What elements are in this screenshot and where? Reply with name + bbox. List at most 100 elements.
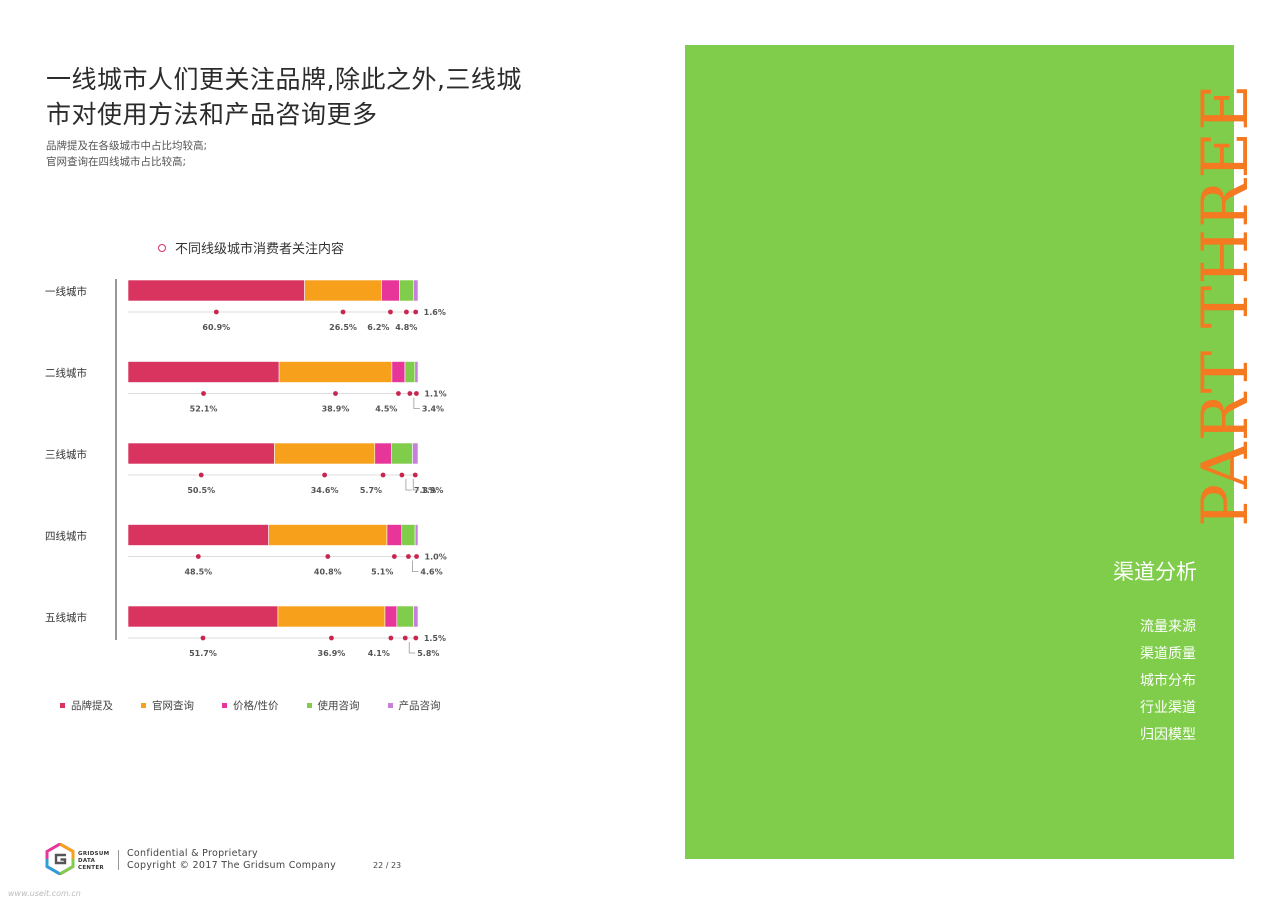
menu-item-industry-channel[interactable]: 行业渠道 <box>1140 700 1196 716</box>
gridsum-logo-icon <box>45 843 75 875</box>
section-title: 渠道分析 <box>1113 560 1197 584</box>
page-number: 22 / 23 <box>373 861 402 870</box>
watermark: www.useit.com.cn <box>8 889 81 898</box>
bar-segment-usage <box>401 524 416 546</box>
bar-segment-product <box>413 605 419 628</box>
value-marker-official <box>325 554 331 559</box>
bar-segment-official <box>304 279 382 302</box>
footer-divider <box>118 850 119 870</box>
legend-swatch-product <box>387 703 393 708</box>
data-label-product: 1.5% <box>424 634 446 643</box>
value-marker-price <box>380 472 386 478</box>
bar-segment-product <box>414 524 419 546</box>
footer-text: Confidential & Proprietary Copyright © 2… <box>127 848 336 872</box>
data-label-price: 4.1% <box>368 649 390 658</box>
value-marker-brand <box>198 472 204 478</box>
data-label-brand: 48.5% <box>184 568 212 577</box>
label-leader-line <box>413 397 420 409</box>
page-title: 一线城市人们更关注品牌,除此之外,三线城 市对使用方法和产品咨询更多 <box>46 62 546 132</box>
logo-wordmark: GRIDSUM DATA CENTER <box>78 851 109 872</box>
data-label-product: 1.9% <box>421 486 443 495</box>
bar-segment-price <box>386 524 403 546</box>
category-label: 二线城市 <box>45 367 87 380</box>
data-label-official: 26.5% <box>329 323 357 332</box>
category-label: 四线城市 <box>45 530 87 543</box>
value-marker-price <box>388 635 394 641</box>
bar-segment-price <box>381 279 400 302</box>
value-marker-official <box>329 635 334 641</box>
legend-swatch-usage <box>306 703 312 708</box>
data-label-usage: 7.3% <box>414 486 436 495</box>
data-label-product: 1.0% <box>425 553 447 562</box>
bar-segment-product <box>414 361 419 383</box>
value-marker-product <box>414 391 419 396</box>
value-marker-price <box>391 554 397 559</box>
legend-item-product: 产品咨询 <box>387 698 441 713</box>
label-leader-line <box>412 479 420 491</box>
data-label-official: 36.9% <box>318 649 346 658</box>
menu-item-attribution-model[interactable]: 归因模型 <box>1140 727 1196 743</box>
data-label-official: 40.8% <box>314 568 342 577</box>
copyright-text: Copyright © 2017 The Gridsum Company <box>127 860 337 871</box>
value-marker-usage <box>404 309 409 315</box>
circle-bullet-icon <box>158 243 166 252</box>
section-menu: 流量来源 渠道质量 城市分布 行业渠道 归因模型 <box>1140 614 1196 749</box>
value-marker-official <box>322 472 328 478</box>
part-three-vertical-text: PART THREE <box>1189 83 1263 527</box>
category-label: 三线城市 <box>45 448 87 461</box>
page-title-line-2: 市对使用方法和产品咨询更多 <box>46 100 378 129</box>
bar-segment-official <box>274 442 376 465</box>
value-marker-usage <box>406 554 411 559</box>
label-leader-line <box>412 560 419 572</box>
data-label-brand: 51.7% <box>189 649 217 658</box>
bar-segment-official <box>278 361 393 383</box>
legend-item-brand: 品牌提及 <box>60 698 113 713</box>
legend-label-official: 官网查询 <box>152 700 194 712</box>
logo-line-2: DATA <box>78 858 96 864</box>
data-label-brand: 60.9% <box>202 323 230 332</box>
value-marker-usage <box>399 472 405 478</box>
legend-item-official: 官网查询 <box>141 698 194 713</box>
data-label-product: 1.1% <box>424 390 446 399</box>
label-leader-line <box>405 479 412 491</box>
value-marker-price <box>396 391 401 396</box>
logo-line-3: CENTER <box>78 865 104 871</box>
data-label-price: 4.5% <box>375 405 397 414</box>
label-leader-line <box>408 642 416 654</box>
chart-title: 不同线级城市消费者关注内容 <box>158 238 344 257</box>
bar-segment-product <box>412 442 419 465</box>
confidential-text: Confidential & Proprietary <box>127 848 258 859</box>
value-marker-product <box>413 309 419 315</box>
legend-label-usage: 使用咨询 <box>317 700 360 712</box>
bar-segment-price <box>391 361 406 383</box>
legend-label-price: 价格/性价 <box>233 700 279 712</box>
legend-item-usage: 使用咨询 <box>306 698 360 713</box>
bar-segment-price <box>374 442 392 465</box>
menu-item-channel-quality[interactable]: 渠道质量 <box>1140 646 1196 662</box>
page-subtitle: 品牌提及在各级城市中占比均较高; 官网查询在四线城市占比较高; <box>46 138 207 170</box>
menu-item-city-distribution[interactable]: 城市分布 <box>1140 673 1196 689</box>
section-panel <box>685 45 1234 859</box>
bar-segment-brand <box>127 524 269 546</box>
data-label-price: 6.2% <box>367 323 389 332</box>
stacked-bar-chart: 一线城市 60.9% 26.5% 6.2% 4.8% 1.6% 二线城市 52.1% 38.9%… <box>45 279 447 658</box>
data-label-official: 38.9% <box>322 405 350 414</box>
bar-segment-brand <box>127 361 280 383</box>
bar-segment-usage <box>399 279 414 302</box>
data-label-price: 5.7% <box>360 486 382 495</box>
legend-item-price: 价格/性价 <box>222 698 279 713</box>
data-label-product: 1.6% <box>424 308 446 317</box>
legend-label-brand: 品牌提及 <box>71 700 113 712</box>
chart-title-text: 不同线级城市消费者关注内容 <box>175 242 345 257</box>
bar-segment-usage <box>404 361 416 383</box>
legend-swatch-brand <box>60 703 65 708</box>
value-marker-usage <box>402 635 408 641</box>
value-marker-product <box>412 472 418 478</box>
value-marker-brand <box>200 635 206 641</box>
menu-item-traffic-source[interactable]: 流量来源 <box>1140 619 1196 635</box>
value-marker-official <box>340 309 346 315</box>
category-label: 一线城市 <box>45 285 87 298</box>
legend-swatch-price <box>222 703 227 708</box>
value-marker-usage <box>407 391 413 396</box>
data-label-usage: 5.8% <box>417 649 439 658</box>
